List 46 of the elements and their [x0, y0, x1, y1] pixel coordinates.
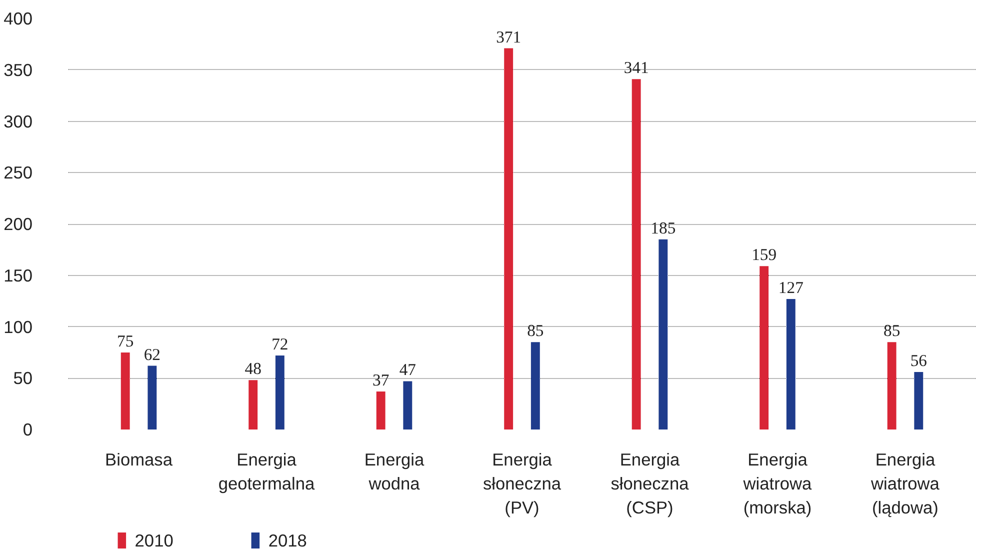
legend-label: 2010 [134, 530, 174, 550]
data-label: 47 [399, 360, 416, 380]
data-label: 85 [527, 321, 544, 340]
x-tick-label: Energia słoneczna (CSP) [610, 450, 690, 518]
y-tick-label: 250 [4, 162, 33, 183]
bar [887, 342, 896, 430]
bar [786, 299, 796, 430]
data-label: 159 [752, 245, 777, 264]
x-tick-label: Energia wiatrowa (lądowa) [870, 450, 940, 518]
y-tick-label: 200 [4, 214, 33, 234]
y-tick-label: 50 [13, 368, 33, 388]
y-tick-label: 350 [4, 60, 33, 80]
x-tick-label: Energia wodna [364, 450, 424, 494]
bar [530, 342, 540, 430]
data-label: 37 [372, 370, 390, 390]
data-label: 48 [244, 359, 262, 378]
y-tick-label: 100 [4, 316, 33, 337]
bar [403, 381, 412, 430]
data-label: 62 [144, 344, 160, 364]
x-tick-label: Energia wiatrowa (morska) [742, 450, 812, 518]
legend-label: 2018 [268, 530, 307, 550]
y-tick-label: 150 [4, 265, 33, 286]
bar [120, 352, 130, 430]
bar [658, 239, 668, 430]
bar [632, 79, 641, 430]
y-tick-label: 400 [4, 8, 33, 28]
data-label: 127 [778, 278, 804, 298]
data-label: 56 [910, 350, 927, 370]
data-label: 72 [272, 334, 288, 354]
x-tick-label: Energia słoneczna (PV) [482, 450, 562, 518]
x-tick-label: Biomasa [105, 450, 173, 470]
data-label: 85 [884, 321, 900, 340]
bar [914, 372, 924, 430]
x-tick-label: Energia geotermalna [218, 450, 316, 494]
bar [275, 356, 284, 430]
y-tick-label: 0 [22, 420, 33, 440]
y-tick-label: 300 [4, 111, 33, 132]
data-label: 75 [117, 331, 134, 350]
bar [504, 48, 514, 430]
bar [376, 391, 386, 430]
bar [760, 266, 769, 430]
data-label: 371 [496, 27, 522, 46]
data-label: 185 [650, 218, 676, 238]
bar [248, 380, 258, 430]
data-label: 341 [624, 58, 649, 78]
bar [148, 366, 157, 430]
